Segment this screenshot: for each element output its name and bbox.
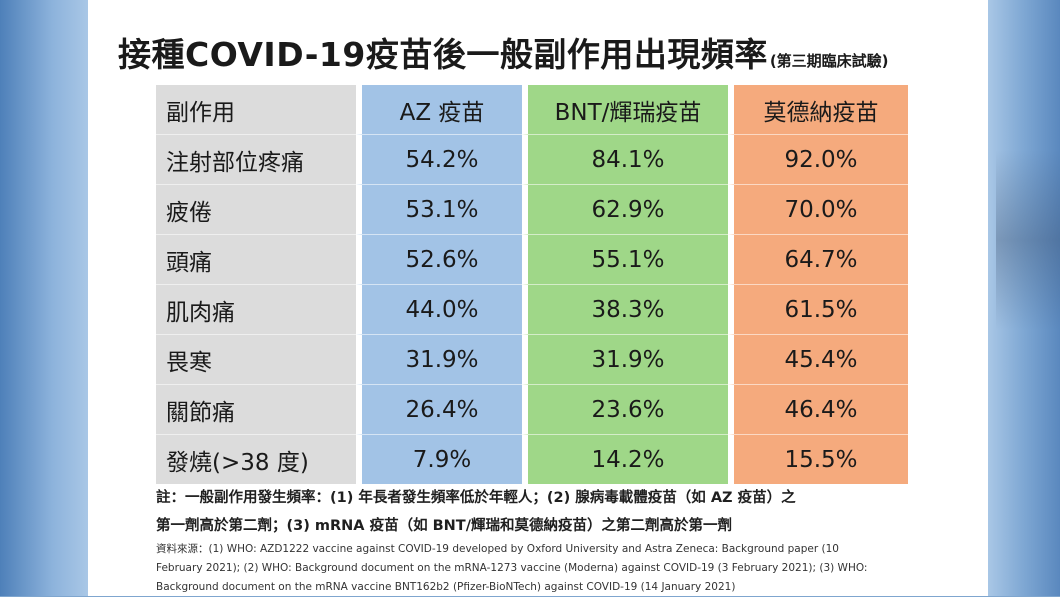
header-moderna: 莫德納疫苗 bbox=[728, 85, 908, 135]
cell-bnt: 55.1% bbox=[522, 235, 728, 285]
infographic-card: 接種COVID-19疫苗後一般副作用出現頻率 (第三期臨床試驗) 副作用 AZ 疫… bbox=[88, 0, 988, 596]
table-row: 肌肉痛 44.0% 38.3% 61.5% bbox=[156, 285, 908, 335]
header-side-effect: 副作用 bbox=[156, 85, 356, 135]
title-main: 接種COVID-19疫苗後一般副作用出現頻率 bbox=[118, 35, 768, 74]
cell-bnt: 84.1% bbox=[522, 135, 728, 185]
cell-moderna: 46.4% bbox=[728, 385, 908, 435]
cell-bnt: 14.2% bbox=[522, 435, 728, 484]
source-line-1: 資料來源：(1) WHO: AZD1222 vaccine against CO… bbox=[156, 543, 839, 555]
table-header-row: 副作用 AZ 疫苗 BNT/輝瑞疫苗 莫德納疫苗 bbox=[156, 85, 908, 135]
cell-moderna: 64.7% bbox=[728, 235, 908, 285]
row-label: 關節痛 bbox=[156, 385, 356, 435]
cell-az: 31.9% bbox=[356, 335, 522, 385]
row-label: 頭痛 bbox=[156, 235, 356, 285]
cell-az: 54.2% bbox=[356, 135, 522, 185]
cell-bnt: 23.6% bbox=[522, 385, 728, 435]
table-row: 發燒(>38 度) 7.9% 14.2% 15.5% bbox=[156, 435, 908, 484]
cell-moderna: 61.5% bbox=[728, 285, 908, 335]
background-right-edge bbox=[988, 0, 1060, 596]
cell-bnt: 62.9% bbox=[522, 185, 728, 235]
cell-moderna: 92.0% bbox=[728, 135, 908, 185]
cell-moderna: 45.4% bbox=[728, 335, 908, 385]
cell-az: 53.1% bbox=[356, 185, 522, 235]
background-left-edge bbox=[0, 0, 88, 596]
cell-az: 44.0% bbox=[356, 285, 522, 335]
table-body: 副作用 AZ 疫苗 BNT/輝瑞疫苗 莫德納疫苗 注射部位疼痛 54.2% 84.1% 92.… bbox=[156, 85, 908, 484]
footnote: 註：一般副作用發生頻率：(1) 年長者發生頻率低於年輕人；(2) 腺病毒載體疫苗… bbox=[156, 484, 976, 540]
table-row: 頭痛 52.6% 55.1% 64.7% bbox=[156, 235, 908, 285]
footnote-line-2: 第一劑高於第二劑；(3) mRNA 疫苗（如 BNT/輝瑞和莫德納疫苗）之第二劑… bbox=[156, 518, 732, 534]
source-line-2: February 2021); (2) WHO: Background docu… bbox=[156, 562, 868, 574]
side-effects-table: 副作用 AZ 疫苗 BNT/輝瑞疫苗 莫德納疫苗 注射部位疼痛 54.2% 84.1% 92.… bbox=[156, 85, 908, 484]
footnote-line-1: 註：一般副作用發生頻率：(1) 年長者發生頻率低於年輕人；(2) 腺病毒載體疫苗… bbox=[156, 490, 796, 506]
cell-bnt: 38.3% bbox=[522, 285, 728, 335]
title-subtitle: (第三期臨床試驗) bbox=[769, 52, 889, 70]
row-label: 疲倦 bbox=[156, 185, 356, 235]
cell-az: 26.4% bbox=[356, 385, 522, 435]
cell-az: 52.6% bbox=[356, 235, 522, 285]
header-bnt: BNT/輝瑞疫苗 bbox=[522, 85, 728, 135]
header-az: AZ 疫苗 bbox=[356, 85, 522, 135]
chart-title: 接種COVID-19疫苗後一般副作用出現頻率 (第三期臨床試驗) bbox=[118, 26, 968, 76]
table-row: 注射部位疼痛 54.2% 84.1% 92.0% bbox=[156, 135, 908, 185]
row-label: 肌肉痛 bbox=[156, 285, 356, 335]
row-label: 注射部位疼痛 bbox=[156, 135, 356, 185]
cell-moderna: 70.0% bbox=[728, 185, 908, 235]
table-row: 疲倦 53.1% 62.9% 70.0% bbox=[156, 185, 908, 235]
cell-bnt: 31.9% bbox=[522, 335, 728, 385]
source-citation: 資料來源：(1) WHO: AZD1222 vaccine against CO… bbox=[156, 540, 981, 597]
table-row: 關節痛 26.4% 23.6% 46.4% bbox=[156, 385, 908, 435]
source-line-3: Background document on the mRNA vaccine … bbox=[156, 581, 736, 593]
cell-moderna: 15.5% bbox=[728, 435, 908, 484]
cell-az: 7.9% bbox=[356, 435, 522, 484]
table-row: 畏寒 31.9% 31.9% 45.4% bbox=[156, 335, 908, 385]
row-label: 發燒(>38 度) bbox=[156, 435, 356, 484]
row-label: 畏寒 bbox=[156, 335, 356, 385]
